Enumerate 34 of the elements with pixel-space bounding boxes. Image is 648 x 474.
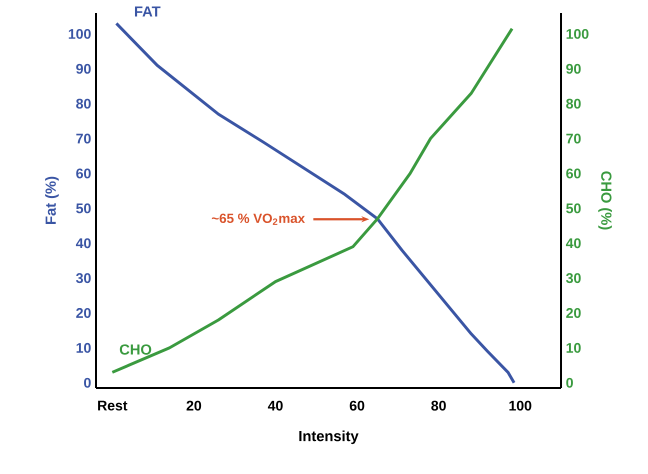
y-tick-label: 90 — [76, 64, 91, 74]
y2-tick-label: 100 — [566, 28, 589, 39]
y2-tick-label: 20 — [566, 308, 581, 318]
x-tick-label: 60 — [350, 400, 364, 411]
x-tick-label: Rest — [98, 400, 128, 410]
y2-tick-label: 50 — [566, 203, 581, 214]
y2-tick-label: 60 — [566, 168, 581, 178]
x-tick-label: 40 — [268, 400, 283, 411]
x-axis-title: Intensity — [299, 430, 359, 444]
y2-tick-label: 40 — [566, 238, 581, 248]
y2-tick-label: 0 — [566, 378, 573, 388]
y2-tick-label: 10 — [566, 342, 581, 353]
annotation: ~65 % VO$_{2}$max — [212, 214, 305, 225]
y2-axis-title: CHO (%) — [598, 171, 612, 230]
x-tick-label: 100 — [509, 400, 532, 411]
y2-tick-label: 90 — [566, 64, 581, 74]
y-tick-label: 0 — [84, 378, 91, 388]
y2-tick-label: 80 — [566, 98, 581, 109]
y-tick-label: 40 — [76, 238, 91, 248]
x-tick-label: 80 — [431, 400, 446, 411]
y-tick-label: 20 — [76, 308, 91, 318]
y2-tick-label: 30 — [566, 273, 581, 284]
x-tick-label: 20 — [186, 400, 202, 411]
y-tick-label: 60 — [76, 168, 91, 178]
y-tick-label: 80 — [76, 98, 91, 109]
series-label: FAT — [134, 6, 160, 17]
y-tick-label: 30 — [76, 273, 91, 284]
y-tick-label: 100 — [68, 28, 91, 39]
y-tick-label: 70 — [76, 134, 91, 144]
y-axis-title: Fat (%) — [45, 176, 59, 224]
y2-tick-label: 70 — [566, 134, 581, 144]
y-tick-label: 50 — [76, 203, 91, 214]
y-tick-label: 10 — [76, 342, 91, 353]
series-label: CHO — [120, 344, 152, 355]
